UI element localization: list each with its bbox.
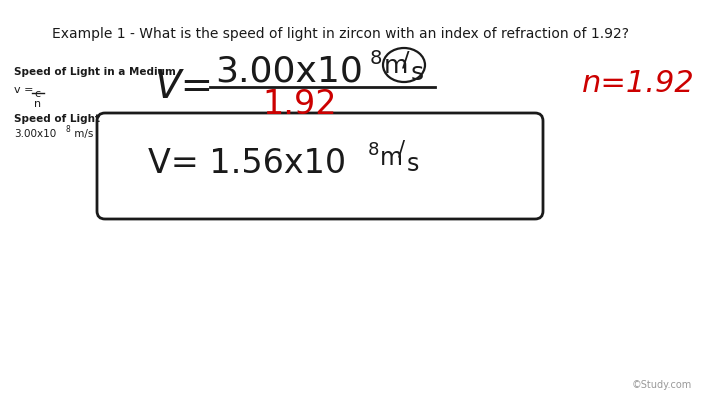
Text: 8: 8	[368, 141, 380, 159]
Text: s: s	[411, 61, 424, 85]
Text: 3.00x10: 3.00x10	[215, 55, 363, 89]
Text: c: c	[34, 89, 40, 99]
Text: m/s: m/s	[71, 129, 94, 139]
Text: n: n	[34, 99, 41, 109]
Text: V= 1.56x10: V= 1.56x10	[148, 147, 346, 180]
Text: /: /	[398, 140, 405, 160]
Text: m: m	[380, 146, 403, 170]
Text: v =: v =	[14, 85, 37, 95]
Text: /: /	[402, 50, 410, 70]
Text: s: s	[407, 152, 420, 176]
Text: 1.92: 1.92	[262, 88, 337, 121]
Text: ©Study.com: ©Study.com	[632, 379, 692, 389]
Text: V=: V=	[155, 68, 214, 106]
Text: Speed of Light in a Medium: Speed of Light in a Medium	[14, 67, 176, 77]
Text: 8: 8	[66, 125, 71, 134]
Text: 8: 8	[370, 49, 383, 68]
Text: 3.00x10: 3.00x10	[14, 129, 56, 139]
Text: n=1.92: n=1.92	[582, 69, 695, 98]
Text: Speed of Light: Speed of Light	[14, 114, 100, 124]
Text: Example 1 - What is the speed of light in zircon with an index of refraction of : Example 1 - What is the speed of light i…	[52, 27, 629, 41]
Text: m: m	[384, 54, 408, 78]
